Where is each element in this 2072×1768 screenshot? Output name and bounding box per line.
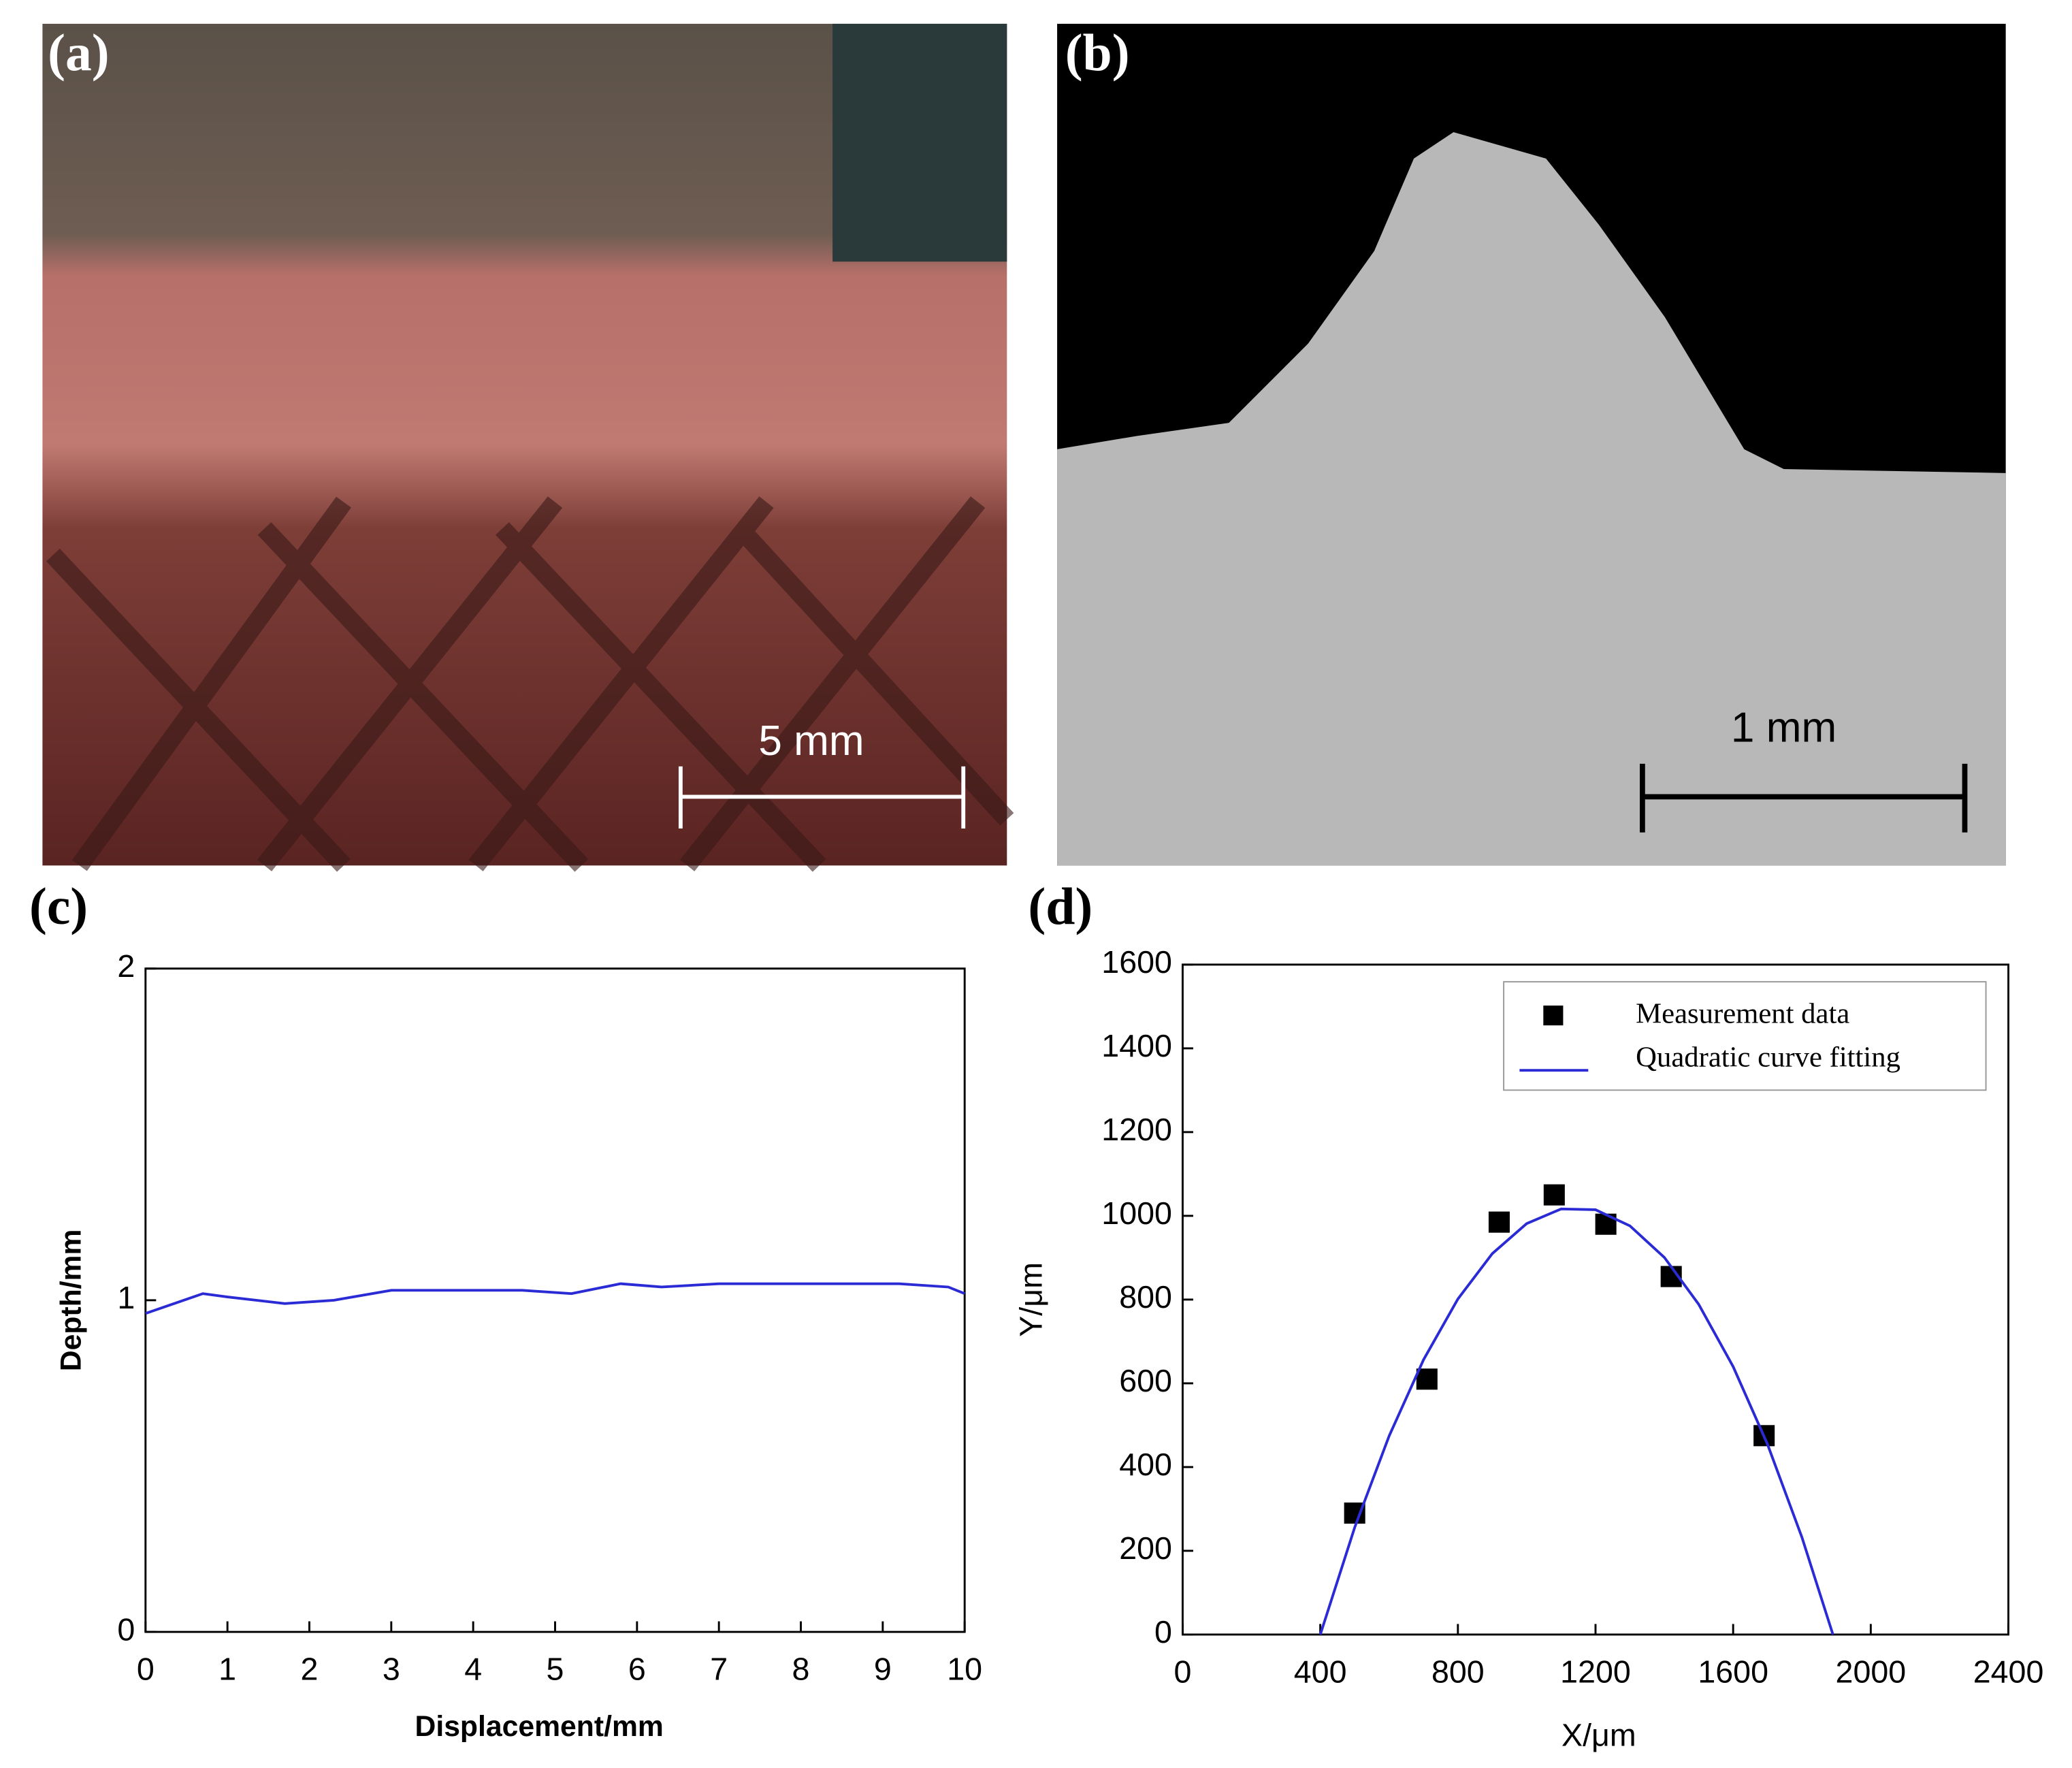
x-tick-label: 2 (301, 1652, 319, 1687)
panel-label: (c) (29, 877, 88, 935)
scale-bar-label: 1 mm (1731, 705, 1836, 752)
x-tick-label: 400 (1294, 1654, 1347, 1689)
x-tick-label: 10 (947, 1652, 982, 1687)
chart: (d) 0 400 800 1200 1600 2000 2400 0 200 400 600 800 1… (1013, 877, 2043, 1753)
legend-label: Quadratic curve fitting (1636, 1041, 1900, 1073)
x-tick-label: 2000 (1836, 1654, 1907, 1689)
x-tick-label: 0 (137, 1652, 155, 1687)
y-tick-label: 200 (1119, 1530, 1172, 1566)
plot-frame (144, 967, 966, 1633)
scale-bar-label: 5 mm (758, 718, 864, 765)
x-tick-label: 4 (464, 1652, 482, 1687)
data-line (1318, 1207, 1834, 1635)
data-line (145, 1282, 965, 1315)
y-tick-label: 600 (1119, 1363, 1172, 1398)
x-tick-label: 1 (218, 1652, 236, 1687)
y-tick-label: 1200 (1101, 1112, 1172, 1147)
legend-label: Measurement data (1636, 997, 1849, 1029)
y-tick-label: 800 (1119, 1279, 1172, 1315)
chart: (c) 0 1 2 3 4 5 6 7 8 9 10 0 1 2 Displacement/mm Depth/m… (29, 877, 982, 1743)
x-axis-label: Displacement/mm (415, 1710, 664, 1743)
panel-label: (a) (48, 23, 110, 82)
y-axis-label: Depth/mm (54, 1229, 87, 1372)
y-tick-label: 400 (1119, 1447, 1172, 1482)
x-tick-label: 5 (547, 1652, 564, 1687)
x-tick-label: 6 (628, 1652, 646, 1687)
y-tick-label: 2 (117, 948, 135, 984)
data-point (1416, 1368, 1438, 1390)
y-tick-label: 1000 (1101, 1195, 1172, 1231)
x-tick-label: 7 (710, 1652, 728, 1687)
x-tick-label: 0 (1173, 1654, 1191, 1689)
panel-label: (b) (1065, 23, 1130, 82)
y-tick-label: 0 (117, 1611, 135, 1647)
x-tick-label: 800 (1431, 1654, 1485, 1689)
data-point (1543, 1184, 1565, 1206)
x-axis-label: X/μm (1561, 1718, 1636, 1753)
x-tick-label: 2400 (1973, 1654, 2044, 1689)
y-tick-label: 1400 (1101, 1028, 1172, 1063)
legend-box (1503, 981, 1987, 1091)
x-tick-label: 3 (383, 1652, 400, 1687)
y-tick-label: 1 (117, 1280, 135, 1315)
photo-a: 5 mm (a) (42, 23, 1014, 872)
legend-swatch (1543, 1006, 1564, 1026)
y-tick-label: 0 (1154, 1614, 1172, 1650)
data-point (1488, 1211, 1510, 1233)
x-tick-label: 1600 (1698, 1654, 1768, 1689)
x-tick-label: 1200 (1560, 1654, 1631, 1689)
panel-label: (d) (1028, 877, 1092, 935)
x-tick-label: 8 (792, 1652, 810, 1687)
x-tick-label: 9 (874, 1652, 892, 1687)
y-axis-label: Y/μm (1013, 1262, 1048, 1337)
photo-b: 1 mm (b) (1057, 23, 2006, 866)
y-tick-label: 1600 (1101, 944, 1172, 980)
